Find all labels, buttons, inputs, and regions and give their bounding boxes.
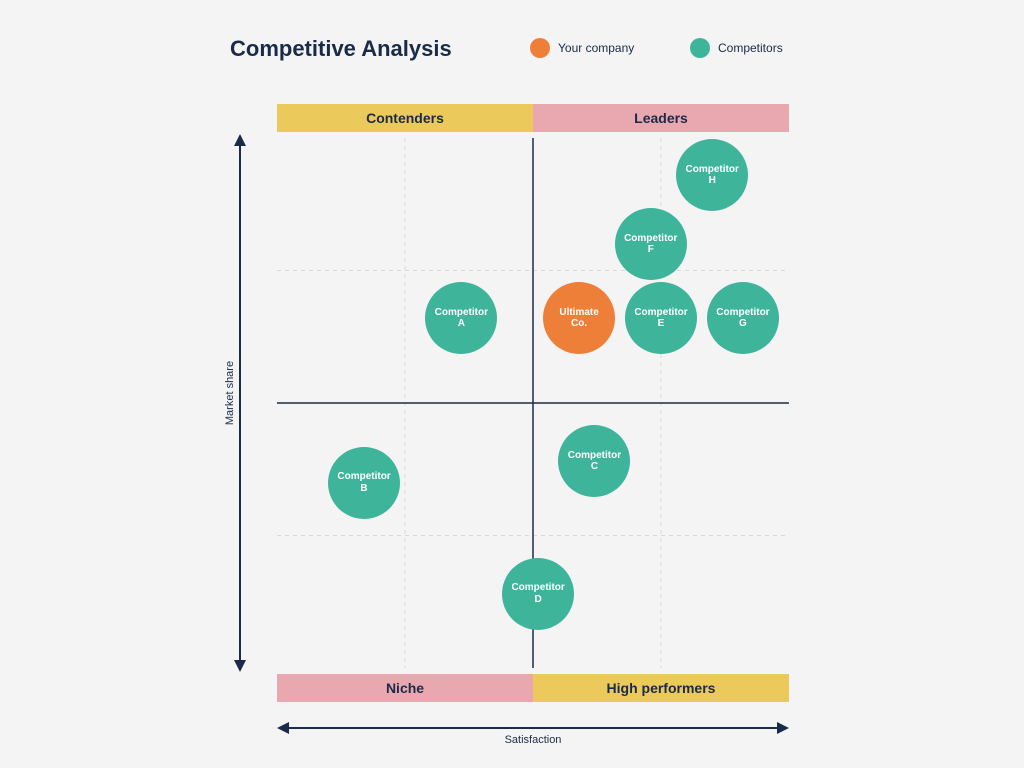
bubble-label: CompetitorG: [716, 307, 769, 330]
quadrant-leaders: Leaders: [533, 104, 789, 132]
plot-area: CompetitorA CompetitorB CompetitorC Competi…: [277, 138, 789, 668]
bubble-label: CompetitorH: [686, 164, 739, 187]
bubble-label: CompetitorF: [624, 233, 677, 256]
legend-competitors: Competitors: [690, 38, 783, 58]
bubble-competitor: CompetitorA: [425, 282, 497, 354]
bubble-competitor: CompetitorD: [502, 558, 574, 630]
legend-competitors-dot: [690, 38, 710, 58]
bubble-competitor: CompetitorF: [615, 208, 687, 280]
bubble-label: CompetitorC: [568, 450, 621, 473]
legend-competitors-label: Competitors: [718, 41, 783, 55]
x-axis-label: Satisfaction: [483, 734, 583, 746]
bubble-label: CompetitorD: [511, 582, 564, 605]
y-axis-label: Market share: [224, 343, 236, 443]
bubble-your-company: UltimateCo.: [543, 282, 615, 354]
legend-your-company-dot: [530, 38, 550, 58]
quadrant-high-performers: High performers: [533, 674, 789, 702]
bubble-label: CompetitorE: [634, 307, 687, 330]
quadrant-contenders: Contenders: [277, 104, 533, 132]
bubble-competitor: CompetitorG: [707, 282, 779, 354]
page-title: Competitive Analysis: [230, 36, 452, 62]
bubble-label: CompetitorA: [435, 307, 488, 330]
bubble-competitor: CompetitorB: [328, 447, 400, 519]
bubble-competitor: CompetitorE: [625, 282, 697, 354]
bubble-label: UltimateCo.: [559, 307, 598, 330]
bubble-label: CompetitorB: [337, 471, 390, 494]
legend-your-company: Your company: [530, 38, 634, 58]
bubble-competitor: CompetitorH: [676, 139, 748, 211]
page-root: Competitive Analysis Your company Compet…: [0, 0, 1024, 768]
legend-your-company-label: Your company: [558, 41, 634, 55]
quadrant-niche: Niche: [277, 674, 533, 702]
